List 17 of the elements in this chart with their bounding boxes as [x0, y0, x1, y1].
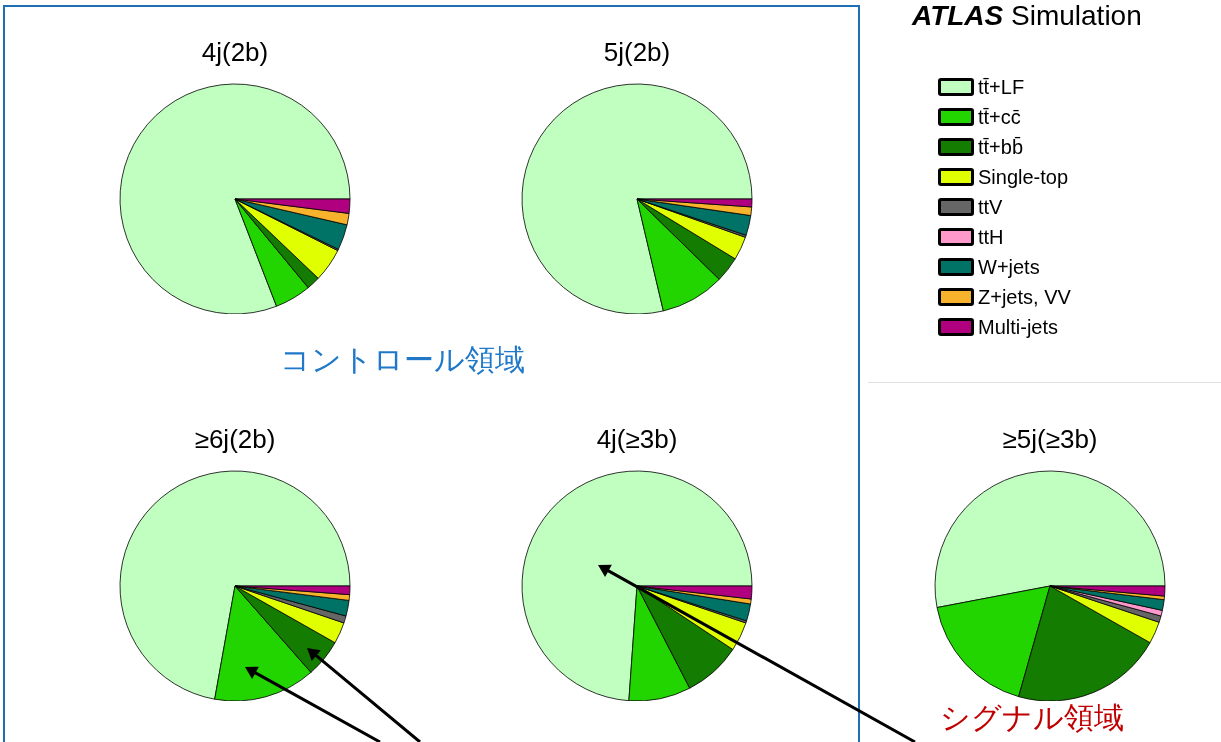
legend-label: Single-top — [978, 165, 1069, 189]
chart-title: ≥5j(≥3b) — [1001, 423, 1099, 456]
legend-label: tt̄+LF — [978, 75, 1025, 99]
chart-title: 4j(2b) — [200, 36, 270, 69]
legend-label: tt̄+bb̄ — [978, 135, 1024, 159]
text: シグナル領域 — [940, 700, 1124, 736]
legend-label: ttH — [978, 225, 1004, 249]
legend-label: Multi-jets — [978, 315, 1059, 339]
text: ATLAS Simulation — [912, 0, 1142, 32]
legend-label: W+jets — [978, 255, 1040, 279]
legend-label: Z+jets, VV — [978, 285, 1071, 309]
chart-title: ≥6j(2b) — [193, 423, 277, 456]
legend-label: ttV — [978, 195, 1003, 219]
chart-title: 5j(2b) — [602, 36, 672, 69]
text: コントロール領域 — [280, 342, 525, 378]
chart-title: 4j(≥3b) — [595, 423, 679, 456]
legend-label: tt̄+cc̄ — [978, 105, 1021, 129]
